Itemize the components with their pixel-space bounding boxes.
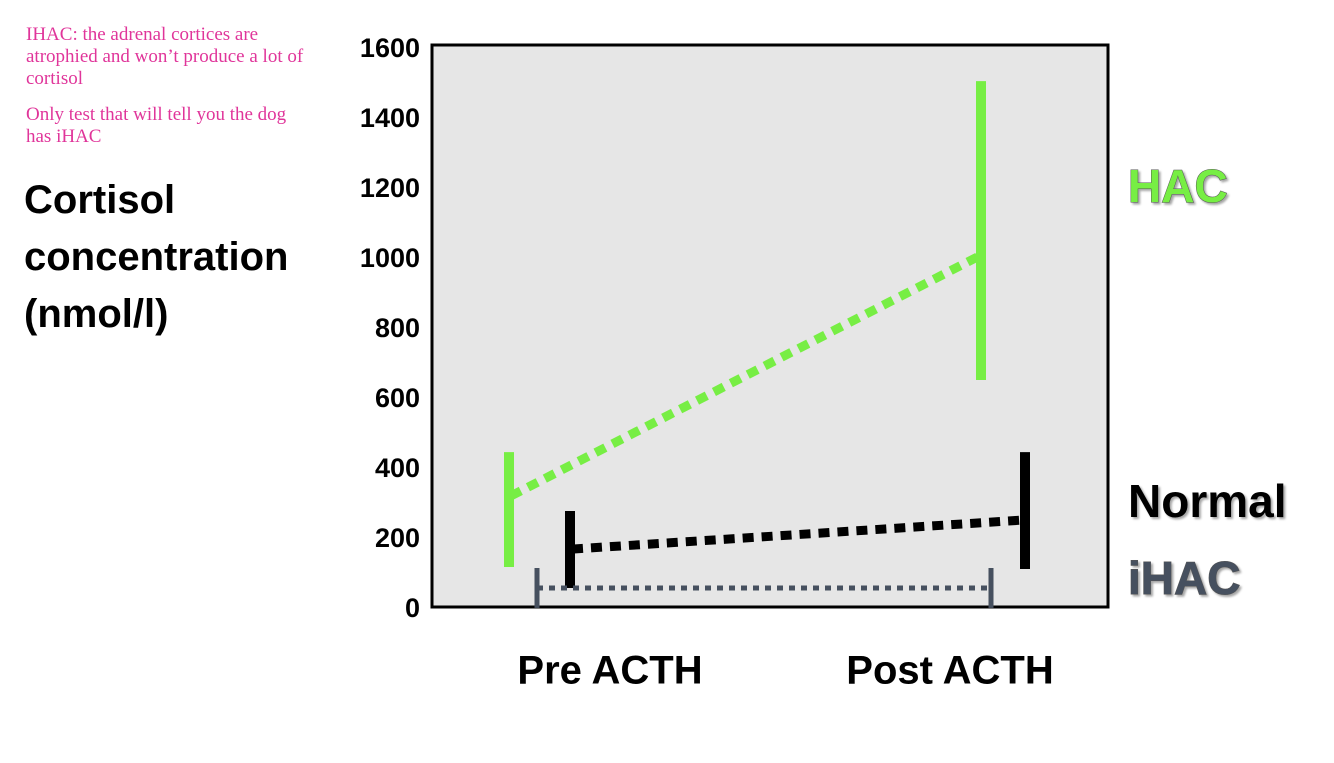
legend-label: iHAC bbox=[1128, 552, 1240, 604]
legend-label: HAC bbox=[1128, 160, 1228, 212]
y-axis-title: Cortisol concentration (nmol/l) bbox=[24, 178, 289, 336]
y-tick-label: 400 bbox=[375, 453, 420, 483]
annotation: IHAC: the adrenal cortices are atrophied… bbox=[26, 24, 304, 89]
y-tick-label: 1000 bbox=[360, 243, 420, 273]
y-tick-label: 200 bbox=[375, 523, 420, 553]
x-tick-label: Pre ACTH bbox=[517, 649, 702, 693]
y-tick-label: 1200 bbox=[360, 173, 420, 203]
y-tick-label: 1600 bbox=[360, 33, 420, 63]
plot-area bbox=[430, 43, 1110, 609]
y-tick-label: 600 bbox=[375, 383, 420, 413]
mean-line bbox=[508, 252, 982, 500]
y-tick-label: 1400 bbox=[360, 103, 420, 133]
x-tick-label: Post ACTH bbox=[846, 649, 1053, 693]
annotation: Only test that will tell you the dog has… bbox=[26, 104, 287, 147]
y-tick-label: 800 bbox=[375, 313, 420, 343]
y-tick-label: 0 bbox=[405, 593, 420, 623]
legend-label: Normal bbox=[1128, 475, 1286, 527]
